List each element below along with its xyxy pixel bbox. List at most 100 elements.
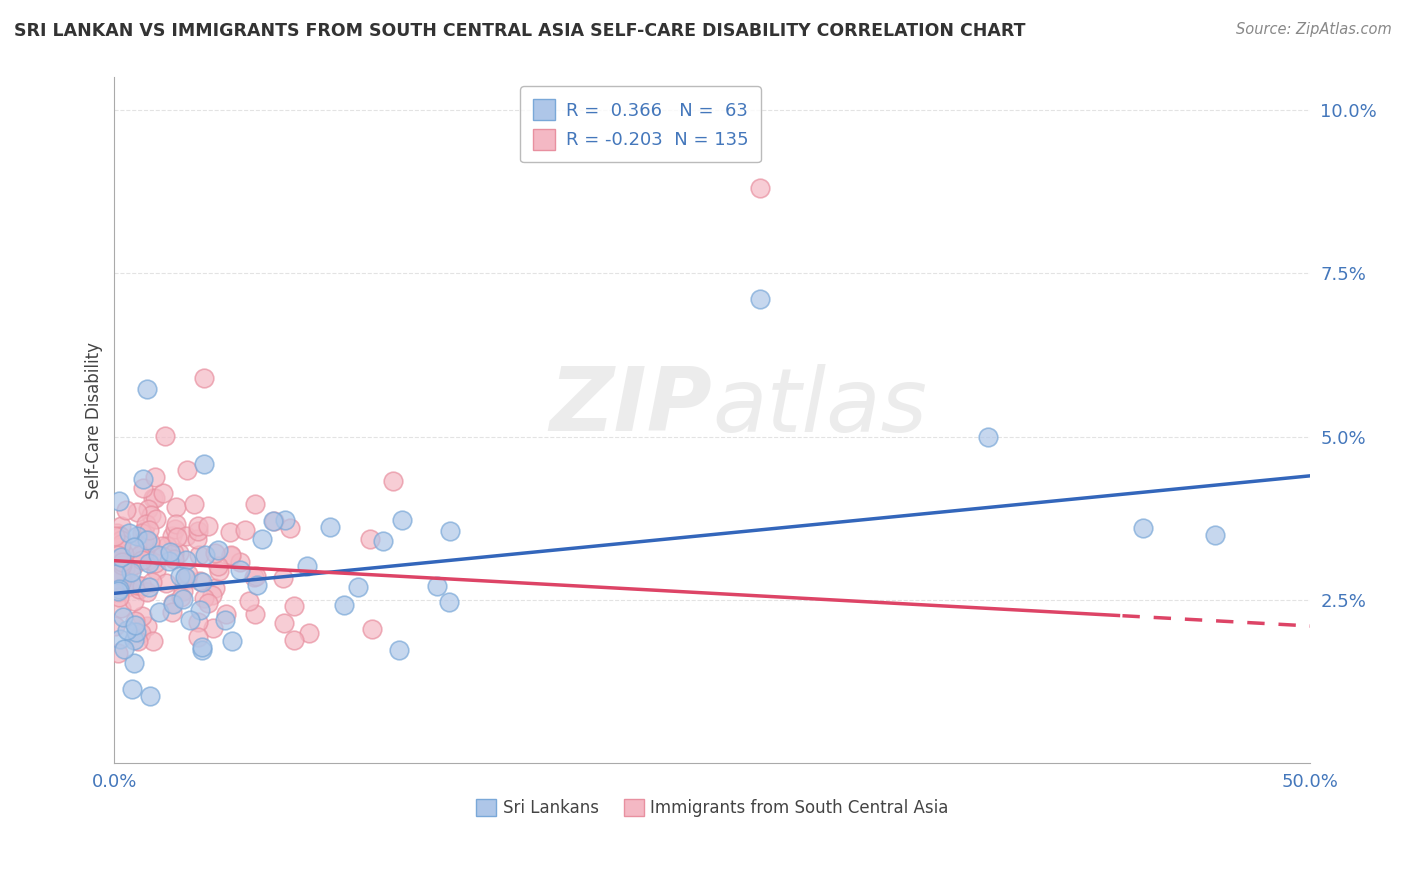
Point [193, 591, 215, 605]
Text: SRI LANKAN VS IMMIGRANTS FROM SOUTH CENTRAL ASIA SELF-CARE DISABILITY CORRELATIO: SRI LANKAN VS IMMIGRANTS FROM SOUTH CENT… [14, 22, 1025, 40]
Point [124, 618, 146, 632]
Point [129, 626, 152, 640]
Point [108, 568, 131, 582]
Point [163, 552, 186, 566]
Point [298, 625, 321, 640]
Point [359, 533, 381, 547]
Point [176, 567, 198, 582]
Point [128, 582, 150, 596]
Point [166, 530, 188, 544]
Point [273, 616, 295, 631]
Point [104, 618, 127, 632]
Point [104, 529, 127, 543]
Point [105, 545, 128, 559]
Point [371, 533, 394, 548]
Point [131, 553, 153, 567]
Point [105, 541, 128, 555]
Point [127, 577, 149, 591]
Point [242, 570, 264, 584]
Point [143, 556, 166, 570]
Point [263, 514, 285, 528]
Point [111, 569, 134, 583]
Point [207, 543, 229, 558]
Point [132, 524, 155, 538]
Point [174, 529, 197, 543]
Point [187, 519, 209, 533]
Point [219, 549, 242, 563]
Point [162, 596, 184, 610]
Point [221, 634, 243, 648]
Point [111, 573, 134, 587]
Point [142, 634, 165, 648]
Point [187, 615, 209, 630]
Point [165, 500, 187, 515]
Point [122, 540, 145, 554]
Legend: Sri Lankans, Immigrants from South Central Asia: Sri Lankans, Immigrants from South Centr… [470, 792, 956, 823]
Point [187, 630, 209, 644]
Point [122, 633, 145, 648]
Point [107, 583, 129, 598]
Point [163, 522, 186, 536]
Point [191, 574, 214, 589]
Point [245, 568, 267, 582]
Point [215, 607, 238, 622]
Point [173, 570, 195, 584]
Point [136, 585, 159, 599]
Point [221, 549, 243, 563]
Point [169, 568, 191, 582]
Point [976, 429, 998, 443]
Point [191, 643, 214, 657]
Point [197, 596, 219, 610]
Point [110, 600, 132, 615]
Point [120, 558, 142, 573]
Point [194, 548, 217, 562]
Point [1204, 527, 1226, 541]
Point [131, 526, 153, 541]
Point [104, 543, 127, 558]
Point [749, 293, 772, 307]
Point [167, 545, 190, 559]
Point [214, 613, 236, 627]
Point [110, 537, 132, 551]
Point [120, 575, 142, 590]
Point [122, 558, 145, 573]
Point [233, 524, 256, 538]
Point [207, 559, 229, 574]
Point [188, 548, 211, 562]
Point [135, 516, 157, 531]
Point [183, 497, 205, 511]
Point [110, 549, 132, 564]
Point [229, 555, 252, 569]
Point [121, 682, 143, 697]
Point [280, 521, 302, 535]
Point [142, 491, 165, 505]
Point [136, 619, 159, 633]
Point [108, 581, 131, 595]
Point [274, 513, 297, 527]
Point [176, 572, 198, 586]
Point [439, 524, 461, 538]
Point [127, 633, 149, 648]
Point [160, 605, 183, 619]
Point [333, 598, 356, 612]
Point [107, 585, 129, 599]
Point [122, 594, 145, 608]
Point [155, 576, 177, 591]
Point [381, 474, 404, 488]
Point [139, 508, 162, 523]
Point [186, 532, 208, 546]
Y-axis label: Self-Care Disability: Self-Care Disability [86, 342, 103, 499]
Point [426, 579, 449, 593]
Point [118, 525, 141, 540]
Point [107, 548, 129, 562]
Point [112, 610, 135, 624]
Point [159, 545, 181, 559]
Point [127, 529, 149, 543]
Point [146, 548, 169, 562]
Point [139, 689, 162, 703]
Text: atlas: atlas [713, 364, 928, 450]
Point [197, 518, 219, 533]
Point [108, 541, 131, 555]
Point [157, 554, 180, 568]
Point [145, 563, 167, 577]
